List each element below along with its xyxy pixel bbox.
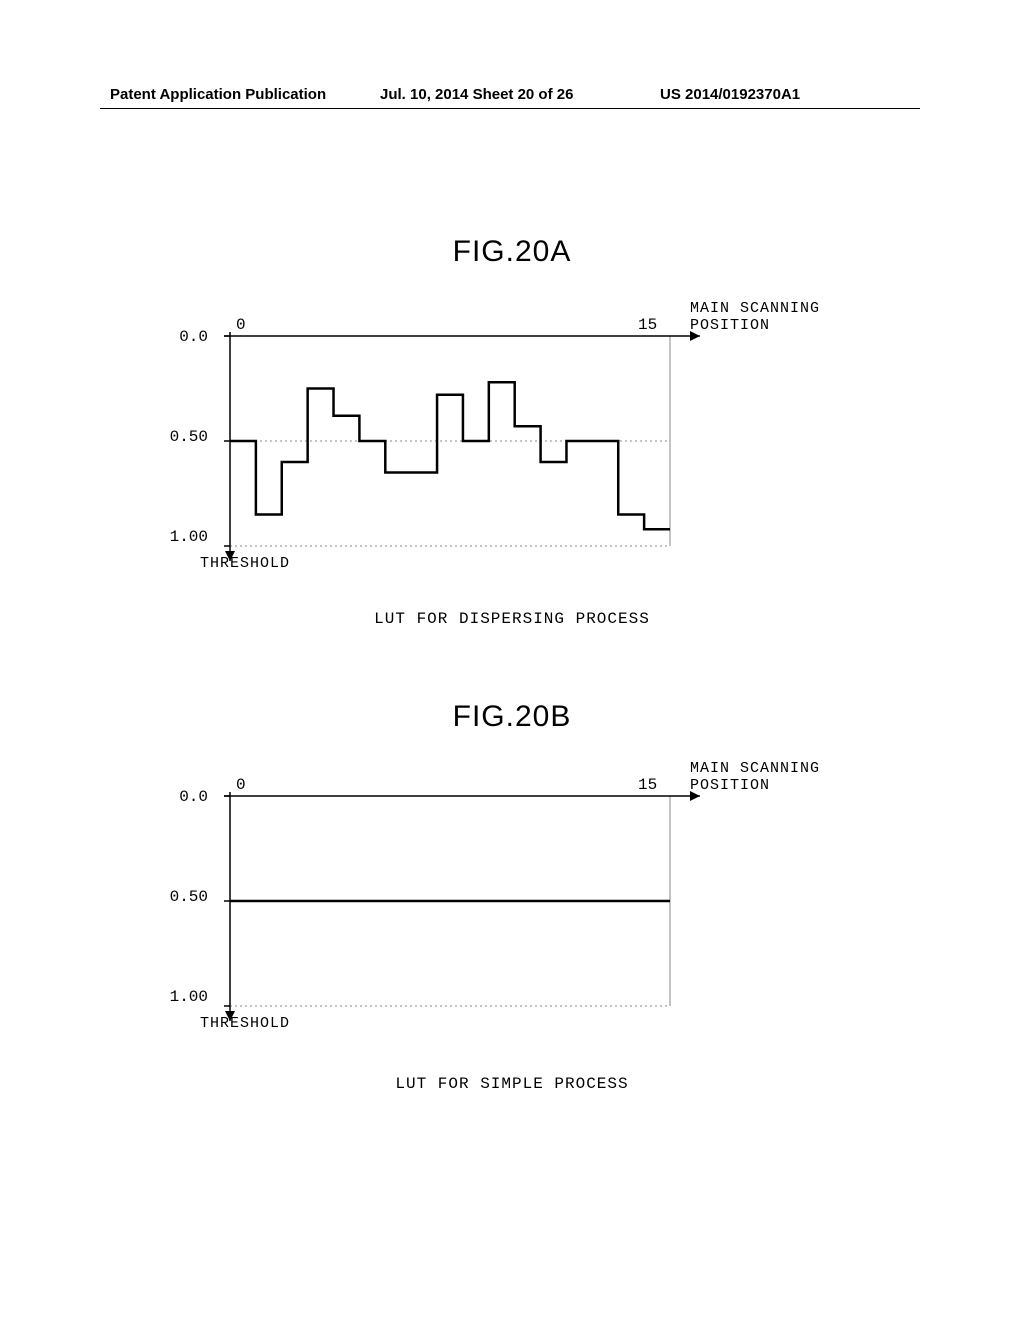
- fig-a-caption: LUT FOR DISPERSING PROCESS: [0, 610, 1024, 628]
- ytick-2: 1.00: [148, 528, 208, 546]
- ytick-0: 0.0: [148, 328, 208, 346]
- fig-a-title: FIG.20A: [0, 235, 1024, 269]
- header-right: US 2014/0192370A1: [660, 86, 800, 103]
- chart-a: 0.0 0.50 1.00 0 15 MAIN SCANNINGPOSITION…: [220, 310, 860, 600]
- header-center: Jul. 10, 2014 Sheet 20 of 26: [380, 86, 573, 103]
- ytick-b-2: 1.00: [148, 988, 208, 1006]
- chart-svg: [220, 310, 780, 580]
- header-left: Patent Application Publication: [110, 86, 326, 103]
- ytick-1: 0.50: [148, 428, 208, 446]
- chart-svg: [220, 770, 780, 1040]
- fig-b-title: FIG.20B: [0, 700, 1024, 734]
- header-rule: [100, 108, 920, 109]
- chart-b: 0.0 0.50 1.00 0 15 MAIN SCANNINGPOSITION…: [220, 770, 860, 1060]
- ytick-b-1: 0.50: [148, 888, 208, 906]
- ytick-b-0: 0.0: [148, 788, 208, 806]
- fig-b-caption: LUT FOR SIMPLE PROCESS: [0, 1075, 1024, 1093]
- page: Patent Application Publication Jul. 10, …: [0, 0, 1024, 1320]
